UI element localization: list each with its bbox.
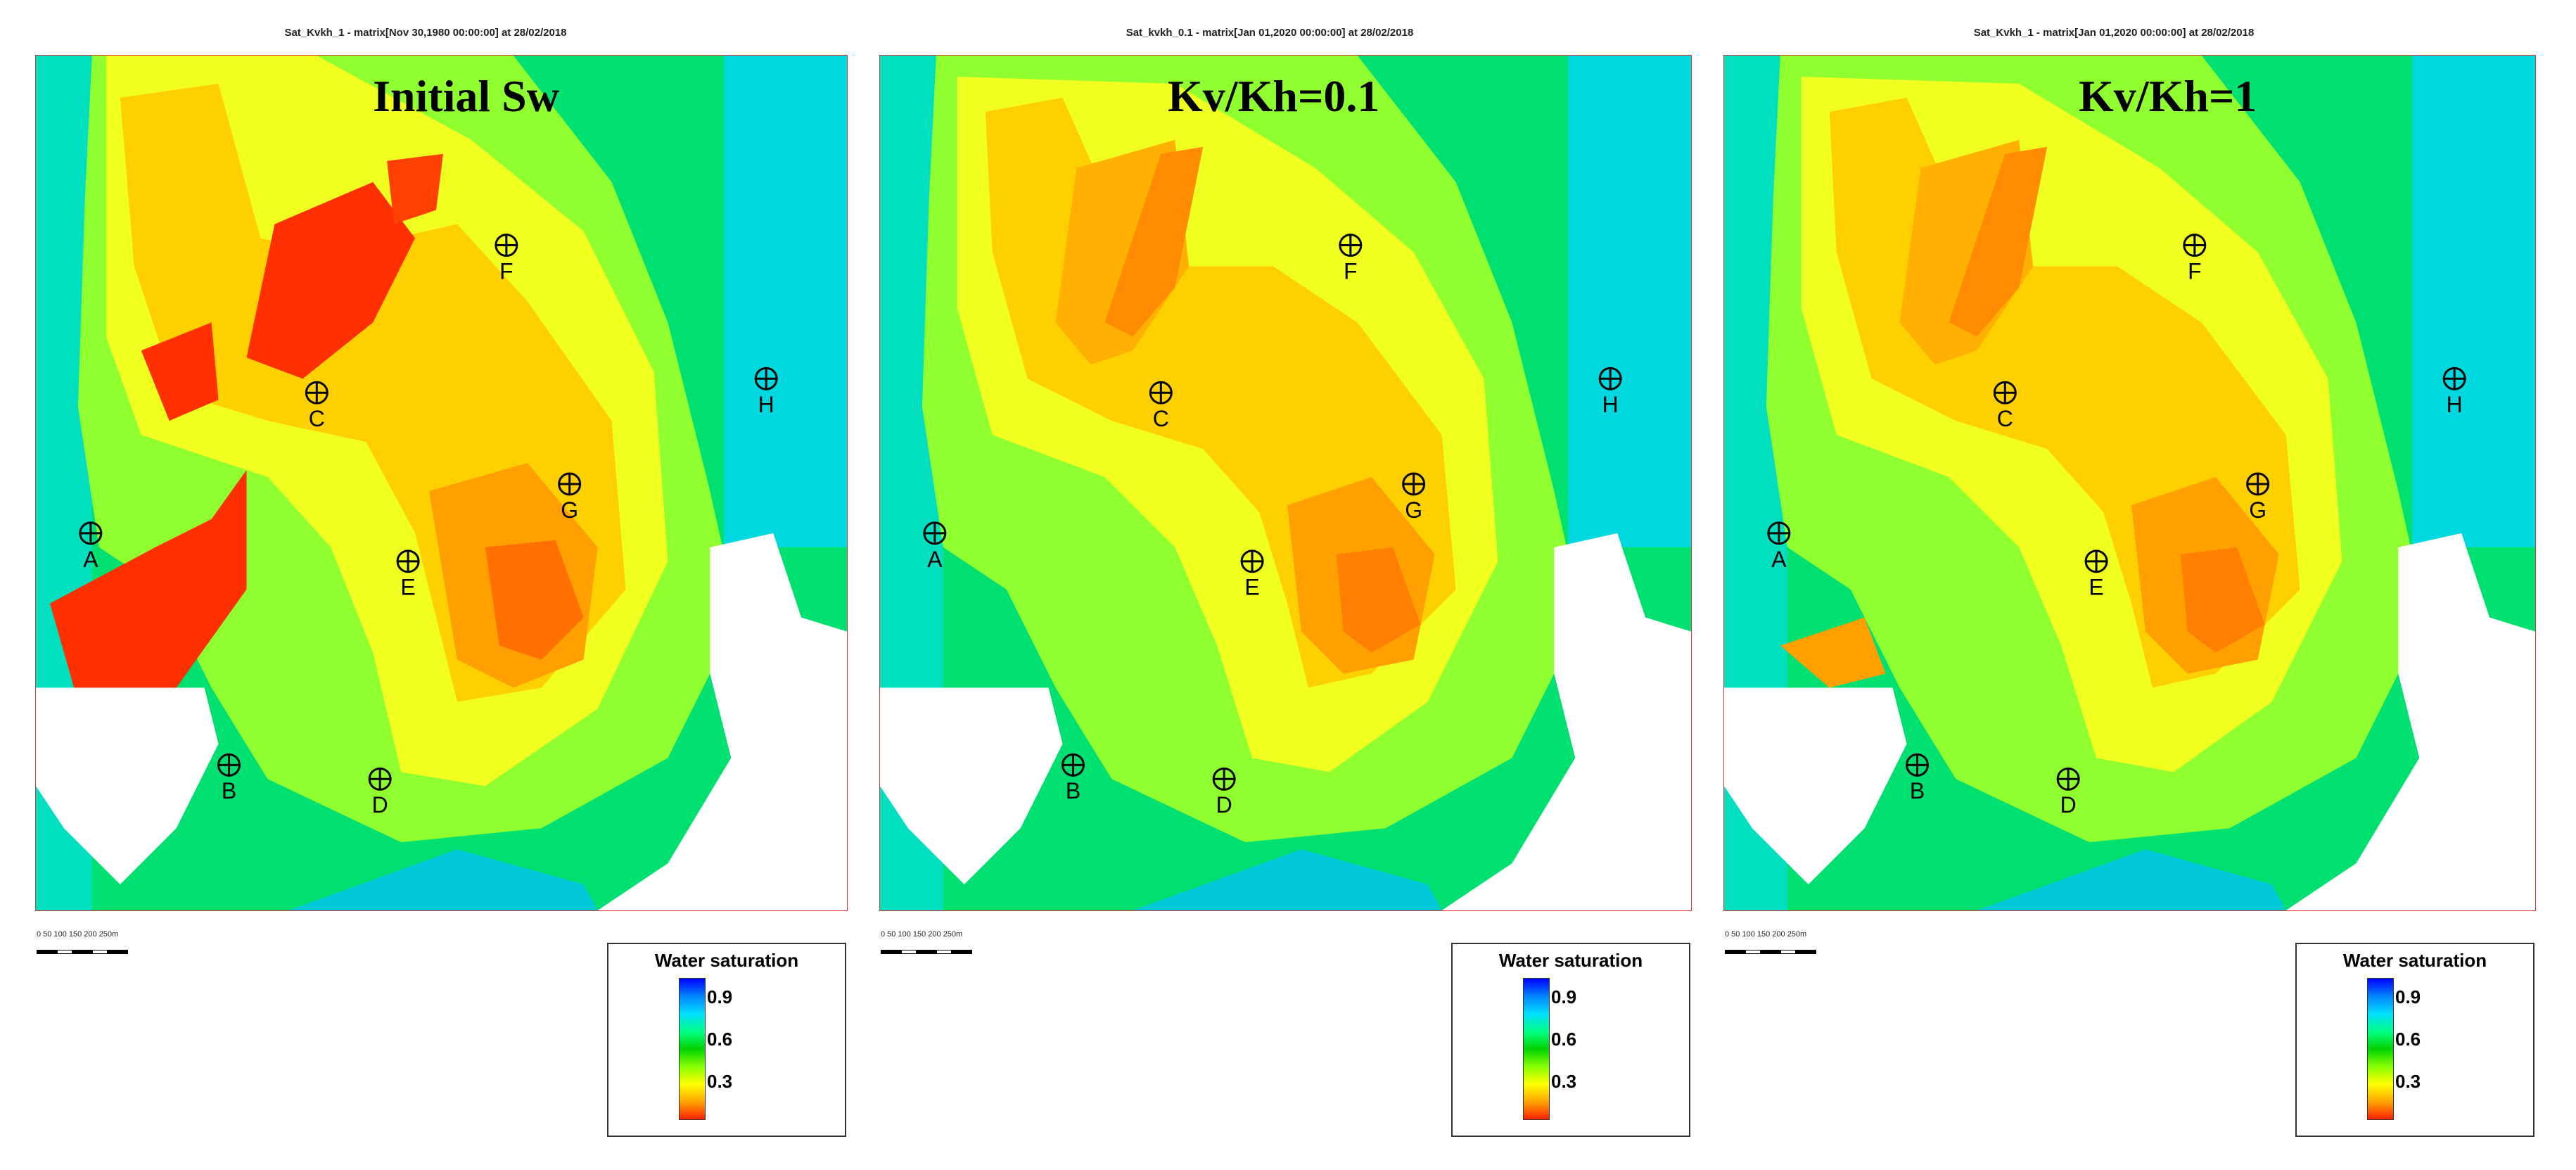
well-marker-a: A (923, 521, 947, 572)
well-label: C (1997, 406, 2013, 431)
well-label: C (309, 406, 325, 431)
color-scale (679, 978, 706, 1120)
well-marker-c: C (1149, 381, 1173, 431)
well-marker-d: D (368, 767, 392, 818)
legend-tick: 0.9 (707, 986, 733, 1007)
well-marker-e: E (396, 549, 420, 600)
well-marker-h: H (754, 367, 778, 417)
panel-title: Kv/Kh=1 (2079, 71, 2257, 121)
well-label: F (499, 258, 514, 284)
scale-text: 0 50 100 150 200 250m (1725, 930, 1807, 939)
well-marker-c: C (1993, 381, 2017, 431)
well-marker-g: G (558, 472, 582, 523)
well-label: A (1771, 547, 1787, 572)
well-label: F (2188, 258, 2202, 284)
legend-title: Water saturation (1498, 950, 1643, 971)
legend-title: Water saturation (654, 950, 799, 971)
scale-bar (1725, 950, 1816, 954)
well-label: H (758, 392, 774, 417)
legend-tick: 0.6 (1551, 1029, 1577, 1050)
well-marker-e: E (2084, 549, 2108, 600)
legend: Water saturation 0.9 0.6 0.3 (607, 943, 846, 1137)
well-marker-a: A (1767, 521, 1791, 572)
scale-text: 0 50 100 150 200 250m (881, 930, 963, 939)
color-scale (2367, 978, 2394, 1120)
well-label: B (222, 778, 236, 803)
well-marker-g: G (2246, 472, 2270, 523)
legend-tick: 0.3 (2395, 1071, 2421, 1092)
well-label: G (1405, 497, 1422, 523)
well-marker-h: H (2442, 367, 2466, 417)
scale-bar (881, 950, 972, 954)
well-label: A (83, 547, 98, 572)
well-label: A (927, 547, 943, 572)
scale-bar (37, 950, 128, 954)
well-label: G (561, 497, 578, 523)
well-label: D (2060, 792, 2077, 818)
well-label: E (1244, 575, 1259, 600)
well-label: H (2447, 392, 2463, 417)
panel-title: Kv/Kh=0.1 (1168, 71, 1380, 121)
well-marker-a: A (79, 521, 103, 572)
well-label: C (1153, 406, 1169, 431)
legend-tick: 0.6 (707, 1029, 733, 1050)
well-marker-b: B (1906, 753, 1929, 803)
well-label: G (2249, 497, 2266, 523)
saturation-map: A B C D E F G H (1723, 55, 2536, 911)
panel-header: Sat_Kvkh_1 - matrix[Jan 01,2020 00:00:00… (1973, 27, 2255, 39)
well-marker-c: C (305, 381, 329, 431)
saturation-map: A B C D E F G H (35, 55, 848, 911)
saturation-map: A B C D E F G H (879, 55, 1692, 911)
well-marker-g: G (1402, 472, 1426, 523)
well-label: H (1602, 392, 1619, 417)
well-marker-d: D (2056, 767, 2080, 818)
well-marker-b: B (1061, 753, 1085, 803)
well-label: D (1216, 792, 1232, 818)
well-label: E (400, 575, 415, 600)
legend-tick: 0.6 (2395, 1029, 2421, 1050)
map-panel-3: Sat_Kvkh_1 - matrix[Jan 01,2020 00:00:00… (1688, 0, 2539, 1170)
map-panel-2: Sat_kvkh_0.1 - matrix[Jan 01,2020 00:00:… (844, 0, 1695, 1170)
panel-title: Initial Sw (373, 71, 559, 121)
panel-header: Sat_Kvkh_1 - matrix[Nov 30,1980 00:00:00… (284, 27, 567, 39)
legend-title: Water saturation (2342, 950, 2487, 971)
well-marker-d: D (1212, 767, 1236, 818)
well-label: B (1910, 778, 1925, 803)
well-marker-f: F (495, 234, 518, 284)
map-panel-1: Sat_Kvkh_1 - matrix[Nov 30,1980 00:00:00… (0, 0, 851, 1170)
legend-tick: 0.9 (1551, 986, 1577, 1007)
well-marker-e: E (1240, 549, 1264, 600)
scale-text: 0 50 100 150 200 250m (37, 930, 119, 939)
well-marker-h: H (1598, 367, 1622, 417)
well-marker-f: F (2183, 234, 2207, 284)
well-marker-f: F (1339, 234, 1363, 284)
well-label: D (372, 792, 388, 818)
legend: Water saturation 0.9 0.6 0.3 (1451, 943, 1690, 1137)
well-label: F (1344, 258, 1358, 284)
panel-header: Sat_kvkh_0.1 - matrix[Jan 01,2020 00:00:… (1126, 27, 1414, 39)
legend-tick: 0.3 (1551, 1071, 1577, 1092)
well-marker-b: B (217, 753, 241, 803)
well-label: E (2089, 575, 2103, 600)
color-scale (1523, 978, 1550, 1120)
legend: Water saturation 0.9 0.6 0.3 (2295, 943, 2534, 1137)
well-label: B (1066, 778, 1080, 803)
legend-tick: 0.9 (2395, 986, 2421, 1007)
legend-tick: 0.3 (707, 1071, 733, 1092)
